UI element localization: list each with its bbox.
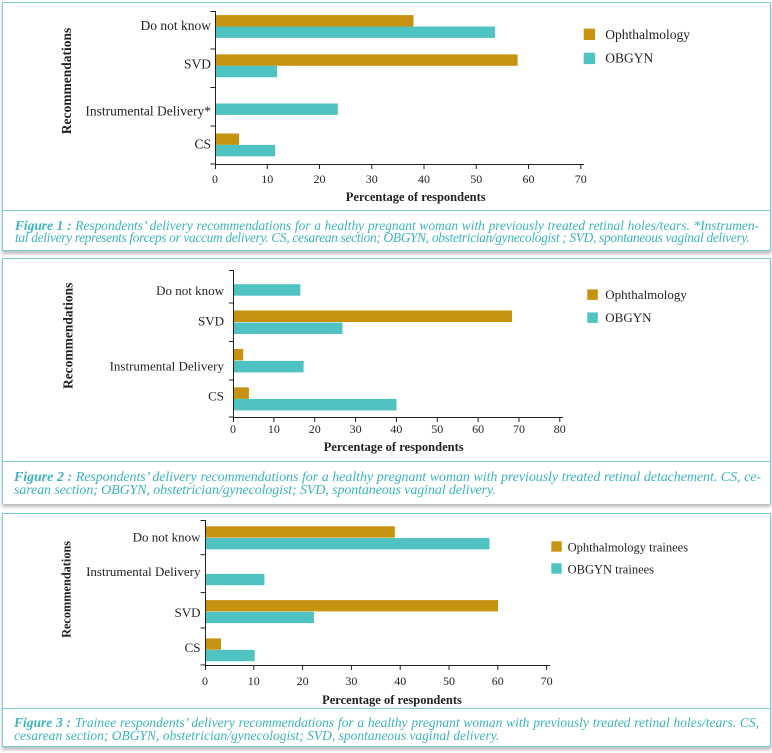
svg-text:SVD: SVD <box>184 57 211 72</box>
svg-text:80: 80 <box>554 422 566 436</box>
svg-text:30: 30 <box>350 422 362 436</box>
svg-text:Ophthalmology trainees: Ophthalmology trainees <box>568 540 689 554</box>
svg-text:70: 70 <box>541 674 553 688</box>
svg-text:Recommendations: Recommendations <box>60 541 74 638</box>
svg-text:70: 70 <box>575 172 587 186</box>
svg-text:CS: CS <box>208 388 224 403</box>
svg-text:40: 40 <box>394 674 406 688</box>
svg-text:CS: CS <box>185 640 201 655</box>
svg-text:50: 50 <box>443 674 455 688</box>
svg-text:Percentage of respondents: Percentage of respondents <box>346 190 486 204</box>
svg-text:CS: CS <box>194 137 211 152</box>
svg-text:Instrumental Delivery: Instrumental Delivery <box>110 358 225 373</box>
svg-text:SVD: SVD <box>174 605 200 620</box>
svg-text:0: 0 <box>202 674 208 688</box>
svg-text:20: 20 <box>297 674 309 688</box>
svg-text:60: 60 <box>492 674 504 688</box>
svg-text:Recommendations: Recommendations <box>61 283 76 390</box>
svg-text:Instrumental Delivery: Instrumental Delivery <box>86 564 201 579</box>
svg-text:20: 20 <box>309 422 321 436</box>
svg-text:30: 30 <box>345 674 357 688</box>
svg-text:OBGYN trainees: OBGYN trainees <box>568 562 655 576</box>
svg-text:Recommendations: Recommendations <box>59 28 74 135</box>
svg-text:Ophthalmology: Ophthalmology <box>605 27 690 42</box>
svg-text:50: 50 <box>470 172 482 186</box>
svg-text:Ophthalmology: Ophthalmology <box>605 287 687 302</box>
svg-text:0: 0 <box>230 422 236 436</box>
svg-text:70: 70 <box>513 422 525 436</box>
svg-text:Percentage of respondents: Percentage of respondents <box>324 440 464 454</box>
svg-text:Do not know: Do not know <box>141 18 212 33</box>
svg-text:30: 30 <box>366 172 378 186</box>
svg-text:SVD: SVD <box>198 314 224 329</box>
svg-text:60: 60 <box>523 172 535 186</box>
svg-text:0: 0 <box>212 172 218 186</box>
svg-text:40: 40 <box>418 172 430 186</box>
svg-text:OBGYN: OBGYN <box>605 51 653 66</box>
svg-text:Percentage of respondents: Percentage of respondents <box>322 693 462 707</box>
svg-text:50: 50 <box>431 422 443 436</box>
svg-text:10: 10 <box>248 674 260 688</box>
svg-text:10: 10 <box>261 172 273 186</box>
svg-text:Instrumental Delivery*: Instrumental Delivery* <box>85 103 211 118</box>
svg-text:Do not know: Do not know <box>156 283 225 298</box>
svg-text:20: 20 <box>314 172 326 186</box>
svg-text:60: 60 <box>472 422 484 436</box>
svg-text:40: 40 <box>390 422 402 436</box>
svg-text:10: 10 <box>268 422 280 436</box>
svg-text:Do not know: Do not know <box>133 529 202 544</box>
svg-text:OBGYN: OBGYN <box>605 310 652 325</box>
